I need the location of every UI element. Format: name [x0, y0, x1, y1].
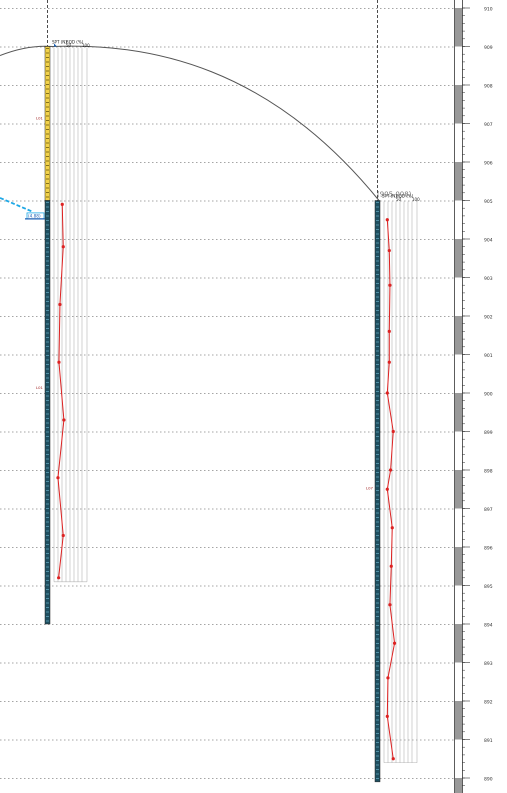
elevation-tick-label: 907 — [484, 122, 493, 128]
rqd-profile-line — [386, 219, 396, 759]
water-level-depth: (4.88) — [28, 214, 41, 219]
rqd-data-point — [387, 248, 391, 253]
ground-surface-line — [0, 45, 380, 201]
rqd-data-point — [58, 302, 62, 307]
rqd-data-point — [388, 283, 392, 287]
elevation-tick-label: 892 — [484, 700, 493, 706]
scale-bar-band-900 — [455, 393, 462, 432]
elevation-tick-label: 908 — [484, 84, 493, 90]
rqd-data-point — [61, 533, 65, 538]
scale-bar-band-896 — [455, 547, 462, 586]
borehole-bh-right: SPT (N) RQD (%)50 100 L07 (905.008) — [366, 191, 420, 783]
elevation-tick-label: 891 — [484, 738, 493, 744]
rqd-data-point — [389, 468, 393, 472]
blue-marker-icon — [54, 43, 57, 47]
scale-bar-band-890 — [455, 778, 462, 793]
layer-label: L01 — [36, 385, 44, 390]
scale-bar-band-906 — [455, 162, 462, 201]
spt-header: SPT (N) — [52, 40, 67, 45]
scale-bar-band-898 — [455, 470, 462, 509]
elevation-tick-label: 902 — [484, 315, 493, 321]
rqd-data-point — [391, 429, 395, 434]
elevation-tick-label: 890 — [484, 777, 493, 783]
elevation-tick-label: 900 — [484, 392, 493, 398]
rqd-data-point — [385, 391, 389, 395]
scale-bar-band-894 — [455, 624, 462, 663]
rqd-data-point — [385, 218, 389, 222]
rqd-data-point — [57, 576, 61, 580]
rqd-header: RQD (%) — [66, 40, 84, 45]
rqd-data-point — [60, 202, 64, 206]
rqd-data-point — [62, 418, 66, 422]
elevation-tick-label: 904 — [484, 238, 493, 244]
elevation-tick-label: 897 — [484, 507, 493, 513]
scale-bar-band-904 — [455, 239, 462, 278]
elevation-tick-label: 893 — [484, 661, 493, 667]
rqd-scale-max: 100 — [82, 43, 90, 48]
stratum-rock — [374, 200, 381, 783]
scale-bar-band-908 — [455, 85, 462, 124]
water-level-line — [0, 197, 34, 213]
rqd-data-point — [391, 757, 395, 761]
elevation-tick-label: 898 — [484, 469, 493, 475]
rqd-data-point — [385, 714, 389, 719]
elevation-tick-label: 896 — [484, 546, 493, 552]
rqd-scale-mid: 50 — [396, 197, 402, 202]
elevation-tick-label: 894 — [484, 623, 493, 629]
layer-label: L07 — [366, 485, 374, 490]
stratum-overburden — [44, 46, 51, 201]
elevation-tick-label: 903 — [484, 276, 493, 282]
rqd-scale-max: 100 — [412, 197, 420, 202]
rqd-data-point — [389, 564, 393, 568]
rqd-data-point — [57, 360, 61, 364]
elevation-tick-label: 906 — [484, 161, 493, 167]
elevation-tick-label: 910 — [484, 7, 493, 13]
stratum-rock — [44, 200, 51, 625]
rqd-data-point — [387, 329, 391, 333]
layer-label: L01 — [36, 116, 44, 121]
elevation-tick-label: 909 — [484, 45, 493, 51]
rqd-data-point — [385, 487, 389, 491]
spt-header: SPT (N) — [382, 194, 397, 199]
borehole-axis-lines — [47, 0, 378, 201]
elevation-tick-label: 905 — [484, 199, 493, 205]
elevation-tick-label: 895 — [484, 584, 493, 590]
rqd-profile-line — [57, 204, 65, 578]
scale-bar-band-902 — [455, 316, 462, 355]
elevation-tick-label: 899 — [484, 430, 493, 436]
rqd-data-point — [61, 245, 65, 249]
rqd-header: RQD (%) — [396, 194, 414, 199]
rqd-data-point — [390, 526, 394, 530]
elevation-scale-ticks: 910 909 908 907 906 905 904 903 902 901 900 899 898 8… — [462, 7, 493, 783]
elevation-tick-label: 901 — [484, 353, 493, 359]
rqd-data-point — [392, 641, 397, 645]
rqd-data-point — [386, 676, 390, 680]
rqd-data-point — [56, 476, 60, 480]
borehole-top-elevation: (905.008) — [377, 191, 412, 199]
borehole-bh-left: SPT (N) RQD (%)50 100 L01 L01 (4.88) — [0, 40, 90, 625]
scale-bar-band-910 — [455, 8, 462, 47]
scale-bar-band-892 — [455, 701, 462, 740]
rqd-data-point — [388, 603, 392, 607]
elevation-scale-bar — [454, 0, 465, 793]
rqd-data-point — [387, 360, 391, 364]
rqd-scale-mid: 50 — [66, 43, 72, 48]
